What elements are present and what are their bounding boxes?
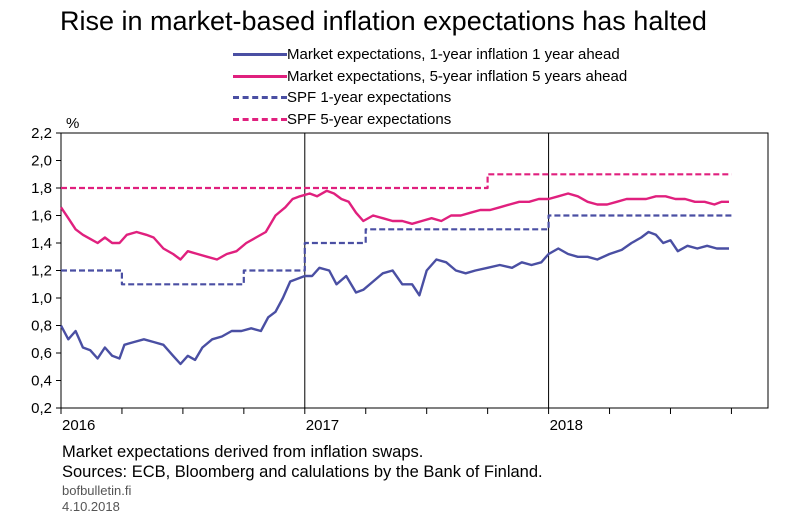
footnote-sources: Sources: ECB, Bloomberg and calulations …: [62, 463, 543, 481]
y-tick-label: 0,6: [31, 345, 52, 362]
y-tick-label: 1,4: [31, 235, 52, 252]
y-tick-label: 0,8: [31, 318, 52, 335]
chart-legend: Market expectations, 1-year inflation 1 …: [233, 44, 627, 130]
footnote-date: 4.10.2018: [62, 499, 120, 514]
legend-label-market-1y: Market expectations, 1-year inflation 1 …: [287, 46, 620, 64]
legend-label-spf-1y: SPF 1-year expectations: [287, 89, 452, 107]
series-layer: [59, 173, 732, 366]
y-tick-label: 2,2: [31, 125, 52, 142]
y-tick-label: 1,8: [31, 180, 52, 197]
y-tick-label: 1,0: [31, 290, 52, 307]
legend-item-market-5y: Market expectations, 5-year inflation 5 …: [233, 66, 627, 88]
y-tick-label: 2,0: [31, 153, 52, 170]
y-axis-unit: %: [66, 115, 79, 132]
footnote-method: Market expectations derived from inflati…: [62, 443, 424, 461]
label-layer: 0,2 0,4 0,6 0,8 1,0 1,2 1,4 1,6 1,8 2,0 2,2% 2016 20…: [31, 115, 583, 434]
series-line-0: [59, 230, 729, 366]
legend-item-market-1y: Market expectations, 1-year inflation 1 …: [233, 44, 627, 66]
y-tick-label: 1,6: [31, 208, 52, 225]
series-line-3: [61, 173, 732, 190]
x-tick-label: 2017: [306, 417, 339, 434]
y-tick-label: 1,2: [31, 263, 52, 280]
y-tick-label: 0,2: [31, 400, 52, 417]
legend-item-spf-1y: SPF 1-year expectations: [233, 87, 627, 109]
legend-item-spf-5y: SPF 5-year expectations: [233, 109, 627, 131]
legend-swatch-spf-5y: [233, 117, 287, 121]
legend-label-market-5y: Market expectations, 5-year inflation 5 …: [287, 67, 628, 85]
footnote-site: bofbulletin.fi: [62, 483, 132, 498]
legend-label-spf-5y: SPF 5-year expectations: [287, 110, 452, 128]
series-line-2: [61, 214, 732, 286]
legend-swatch-spf-1y: [233, 96, 287, 100]
x-tick-label: 2016: [62, 417, 95, 434]
legend-swatch-market-5y: [233, 74, 287, 78]
y-tick-label: 0,4: [31, 373, 52, 390]
chart-title: Rise in market-based inflation expectati…: [60, 6, 707, 36]
series-line-1: [60, 189, 729, 261]
x-tick-label: 2018: [550, 417, 583, 434]
legend-swatch-market-1y: [233, 53, 287, 57]
